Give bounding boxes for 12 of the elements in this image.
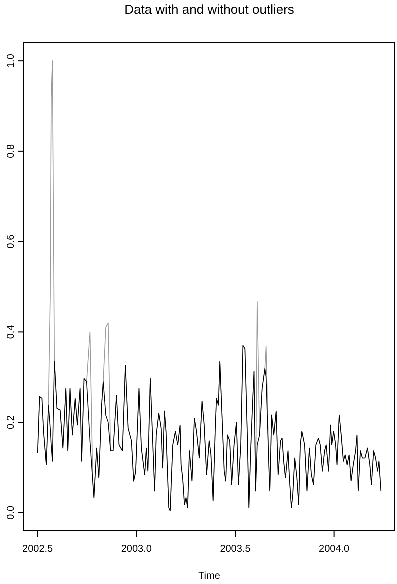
y-tick-label: 0.6 xyxy=(6,234,17,249)
y-tick-label: 0.0 xyxy=(6,506,17,520)
x-tick-label: 2002.5 xyxy=(22,544,54,555)
x-tick-label: 2003.5 xyxy=(220,544,252,555)
x-axis-title: Time xyxy=(198,571,221,582)
y-tick-label: 1.0 xyxy=(6,54,17,68)
y-tick-label: 0.2 xyxy=(6,415,17,430)
x-tick-label: 2003.0 xyxy=(121,544,152,555)
y-tick-label: 0.8 xyxy=(6,144,17,158)
y-tick-label: 0.4 xyxy=(6,324,17,340)
chart-title: Data with and without outliers xyxy=(124,2,295,17)
x-tick-label: 2004.0 xyxy=(319,544,350,555)
